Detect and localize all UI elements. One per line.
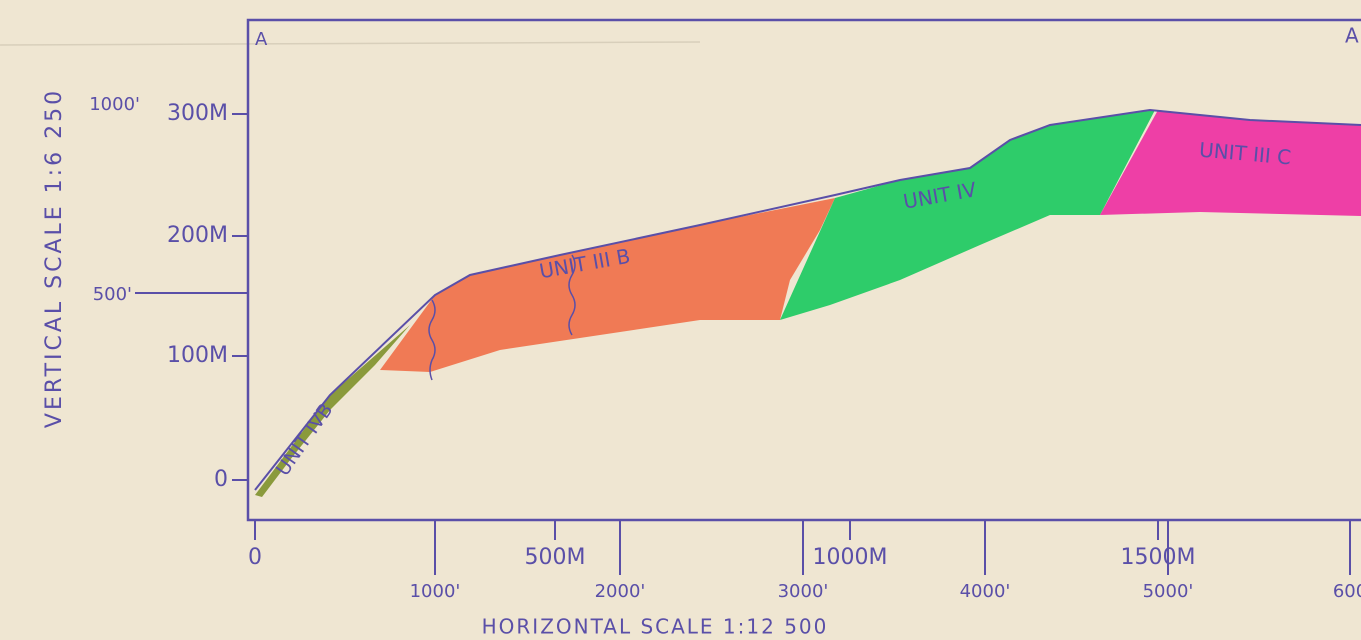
horizontal-feet-label: 600 [1333, 581, 1361, 602]
surface-profile [254, 108, 1361, 491]
horizontal-metric-label: 1500M [1121, 545, 1196, 570]
section-start: A [255, 29, 268, 50]
horizontal-feet-label: 1000' [410, 581, 461, 602]
vertical-metric-label: 200M [167, 223, 228, 248]
horizontal-feet-label: 4000' [960, 581, 1011, 602]
frame [246, 18, 1361, 522]
vertical-title: VERTICAL SCALE 1:6 250 [42, 88, 67, 428]
unit-ivb-area [255, 325, 410, 497]
unit-iiic-area [1100, 110, 1361, 216]
horizontal-feet-label: 5000' [1143, 581, 1194, 602]
unit-iiib-area [380, 198, 835, 372]
contact-lines [428, 254, 576, 381]
horizontal-metric-label: 0 [248, 545, 262, 570]
section-end: A [1345, 24, 1359, 48]
vertical-feet-label: 1000' [89, 94, 140, 115]
vertical-metric-label: 100M [167, 343, 228, 368]
vertical-feet-label: 500' [93, 284, 132, 305]
horizontal-metric-label: 1000M [813, 545, 888, 570]
horizontal-feet-label: 3000' [778, 581, 829, 602]
unit-iv-area [780, 110, 1155, 320]
horizontal-feet-label: 2000' [595, 581, 646, 602]
fold-line [0, 41, 701, 46]
vertical-metric-label: 0 [214, 467, 228, 492]
vertical-metric-label: 300M [167, 101, 228, 126]
horizontal-title: HORIZONTAL SCALE 1:12 500 [482, 615, 829, 639]
horizontal-metric-label: 500M [525, 545, 586, 570]
